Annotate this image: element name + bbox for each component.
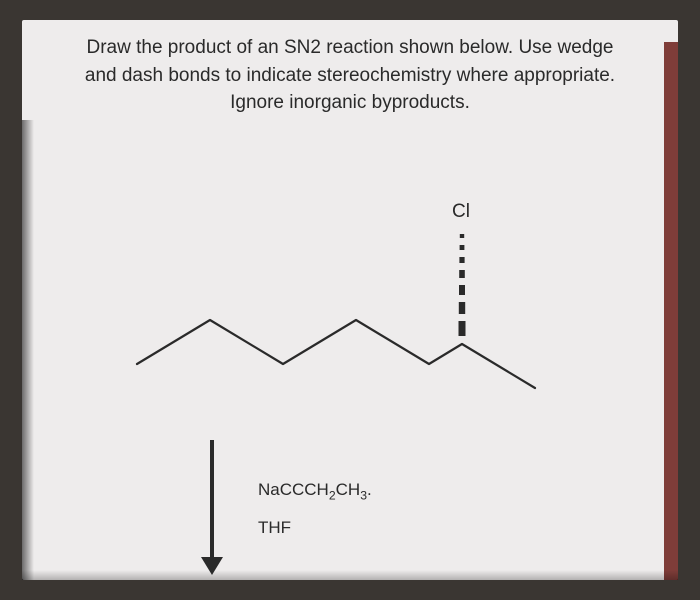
r1-suffix: .: [367, 480, 372, 499]
structure-area: Cl NaCCCH2CH3. THF: [22, 120, 678, 580]
question-card: Draw the product of an SN2 reaction show…: [22, 20, 678, 580]
question-text: Draw the product of an SN2 reaction show…: [22, 20, 678, 117]
r1-prefix: NaCCCH: [258, 480, 329, 499]
reagent-solvent: THF: [258, 518, 291, 538]
r1-sub2: 3: [360, 488, 367, 502]
chemistry-svg: [22, 120, 678, 580]
question-line-2: and dash bonds to indicate stereochemist…: [64, 62, 636, 90]
r1-mid: CH: [336, 480, 361, 499]
question-line-1: Draw the product of an SN2 reaction show…: [64, 34, 636, 62]
r1-sub1: 2: [329, 488, 336, 502]
reagent-line-1: NaCCCH2CH3.: [258, 480, 372, 502]
question-line-3: Ignore inorganic byproducts.: [64, 89, 636, 117]
